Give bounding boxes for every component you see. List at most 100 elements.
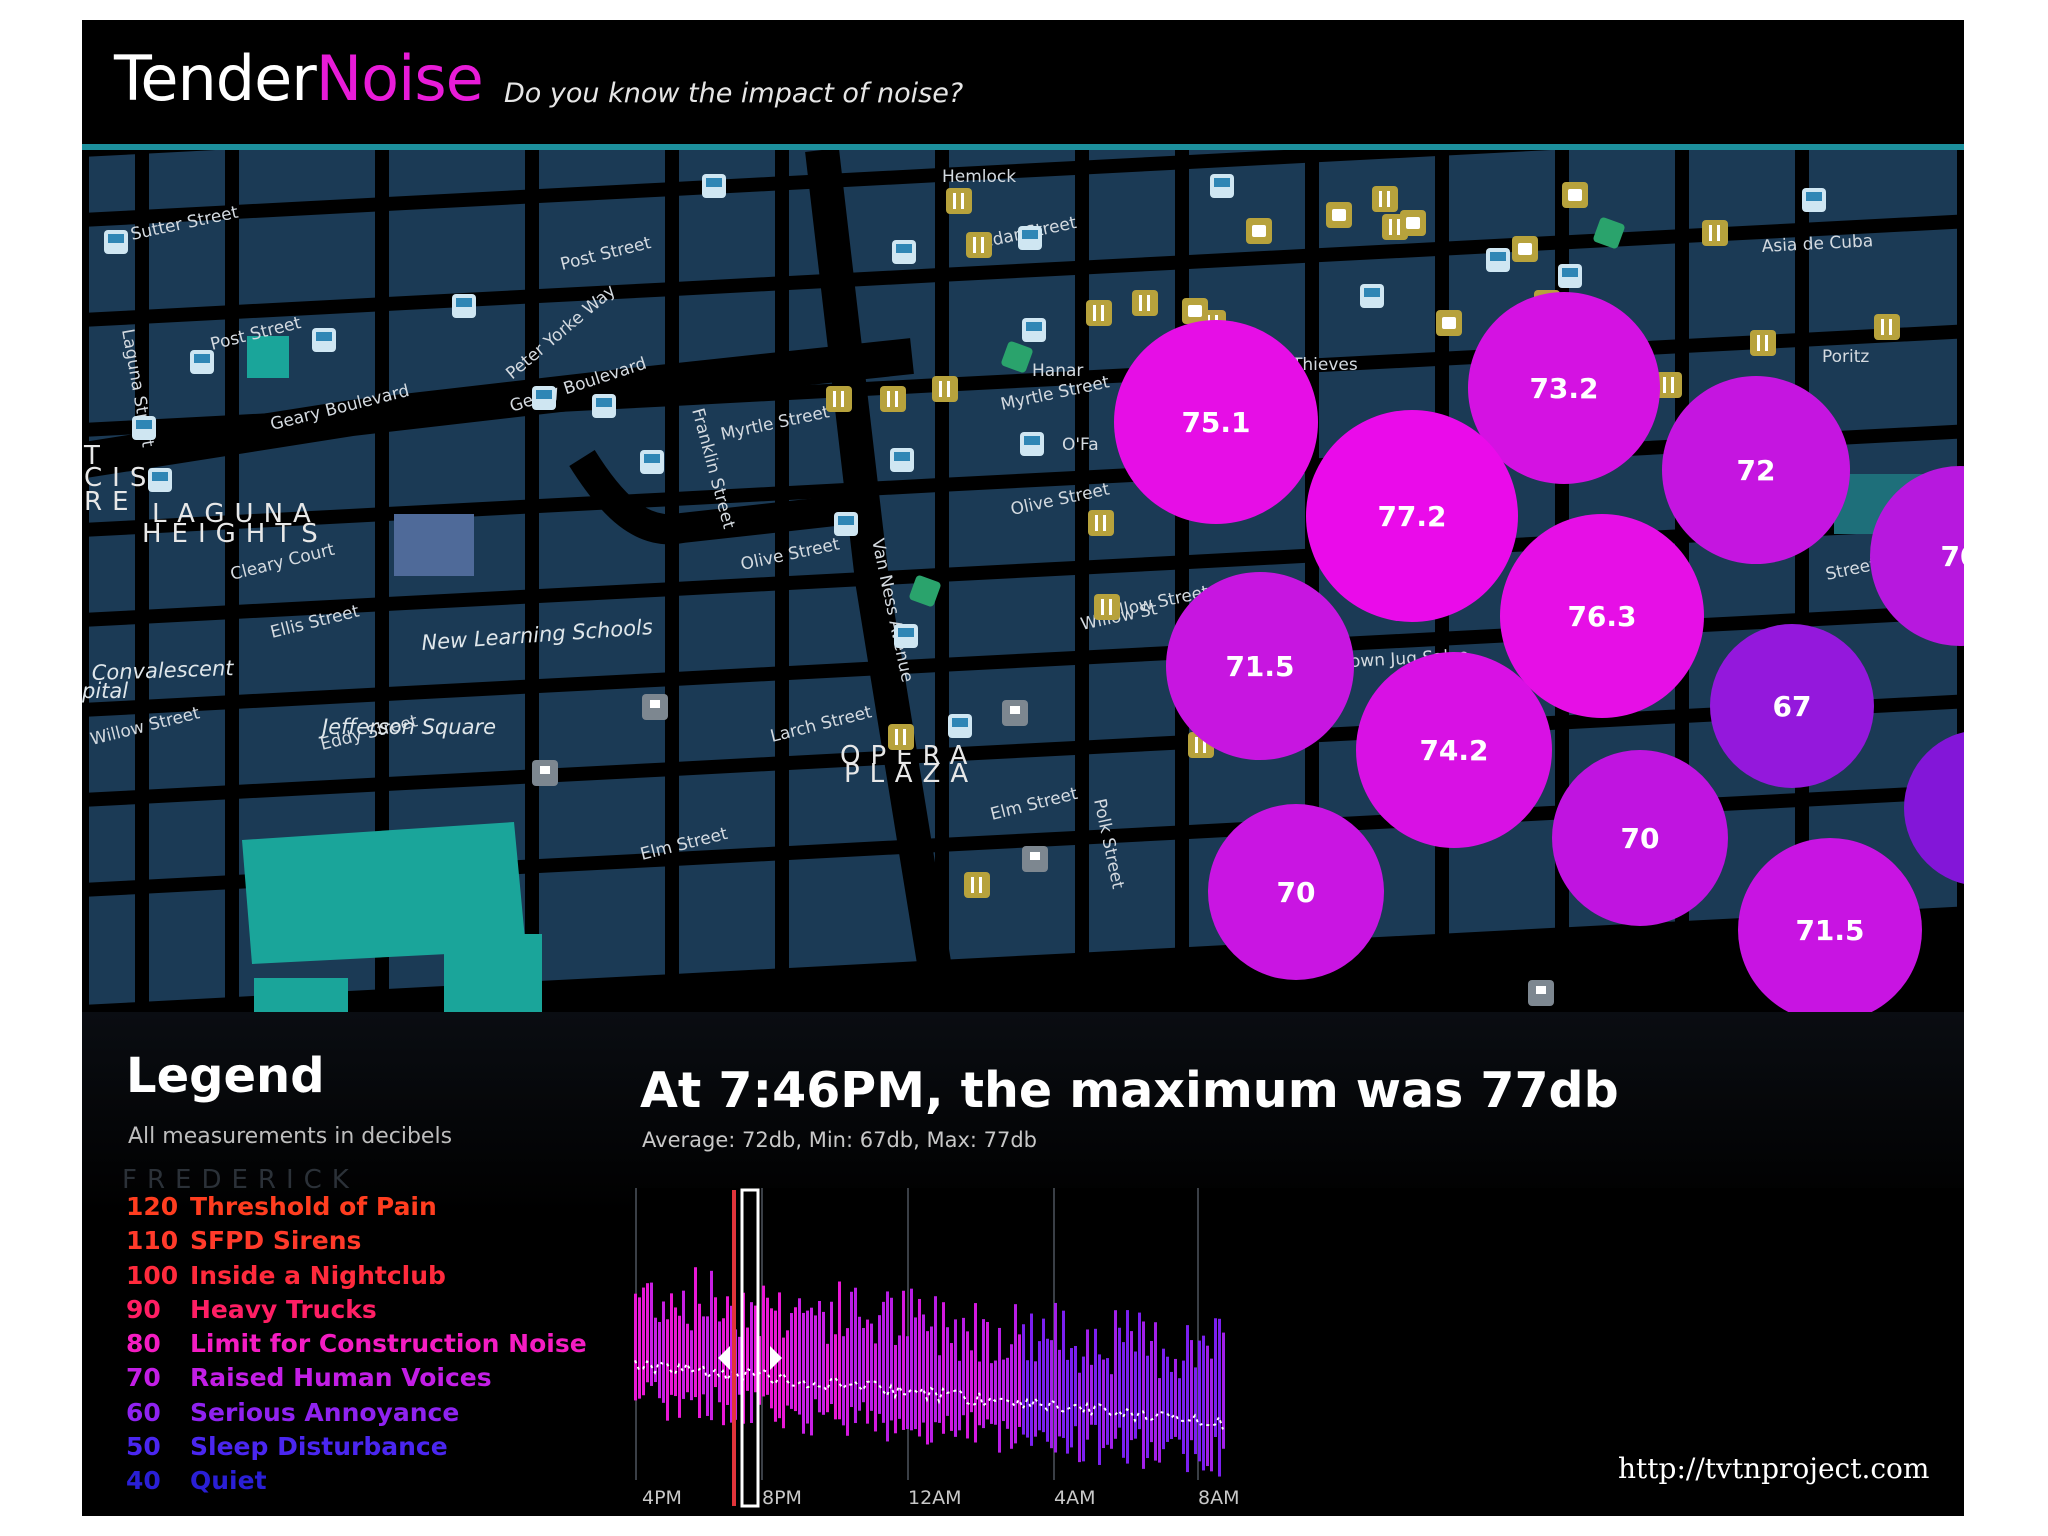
cafe-icon[interactable] [1246, 218, 1272, 244]
restaurant-icon[interactable] [1702, 220, 1728, 246]
restaurant-icon[interactable] [1656, 372, 1682, 398]
noise-value-label: 73.2 [1529, 372, 1598, 405]
bus-stop-icon[interactable] [104, 230, 128, 254]
noise-circle[interactable] [1166, 572, 1354, 760]
noise-map[interactable]: Sutter Street Laguna Street Post Street Pos… [82, 150, 1964, 1012]
noise-measurement[interactable]: 76.3 [1500, 514, 1704, 718]
restaurant-icon[interactable] [880, 386, 906, 412]
bus-stop-icon[interactable] [1486, 248, 1510, 272]
noise-measurement[interactable]: 75.1 [1114, 320, 1318, 524]
cafe-icon[interactable] [1512, 236, 1538, 262]
scrubber-left-arrow-icon[interactable] [718, 1346, 730, 1370]
restaurant-icon[interactable] [826, 386, 852, 412]
noise-circle[interactable] [1552, 750, 1728, 926]
noise-measurement[interactable]: 71.5 [1166, 572, 1354, 760]
noise-circle[interactable] [1870, 466, 1964, 646]
school-icon[interactable] [1022, 846, 1048, 872]
bus-stop-icon[interactable] [132, 416, 156, 440]
bus-stop-icon[interactable] [892, 240, 916, 264]
bus-stop-icon[interactable] [894, 624, 918, 648]
noise-measurement[interactable]: 72 [1662, 376, 1850, 564]
cafe-icon[interactable] [1182, 298, 1208, 324]
school-icon[interactable] [1528, 980, 1554, 1006]
restaurant-icon[interactable] [966, 232, 992, 258]
bus-stop-icon[interactable] [148, 468, 172, 492]
noise-measurement[interactable]: 70 [1552, 750, 1728, 926]
bus-stop-icon[interactable] [1802, 188, 1826, 212]
bus-stop-icon[interactable] [1558, 264, 1582, 288]
noise-measurement[interactable]: 71.5 [1738, 838, 1922, 1012]
bus-stop-icon[interactable] [1210, 174, 1234, 198]
source-url[interactable]: http://tvtnproject.com [1618, 1452, 1930, 1485]
city-block [149, 529, 225, 610]
restaurant-icon[interactable] [1750, 330, 1776, 356]
restaurant-icon[interactable] [932, 376, 958, 402]
cafe-icon[interactable] [1436, 310, 1462, 336]
noise-circle[interactable] [1306, 410, 1518, 622]
noise-circle[interactable] [1356, 652, 1552, 848]
bus-stop-icon[interactable] [702, 174, 726, 198]
noise-circle[interactable] [1500, 514, 1704, 718]
info-panel: Legend All measurements in decibels FRED… [82, 1012, 1964, 1516]
restaurant-icon[interactable] [1094, 594, 1120, 620]
school-icon[interactable] [642, 694, 668, 720]
noise-measurement[interactable]: 77.2 [1306, 410, 1518, 622]
bus-stop-icon[interactable] [1018, 226, 1042, 250]
bus-stop-icon[interactable] [890, 448, 914, 472]
restaurant-icon[interactable] [888, 724, 914, 750]
school-icon[interactable] [532, 760, 558, 786]
bus-stop-icon[interactable] [312, 328, 336, 352]
restaurant-icon[interactable] [964, 872, 990, 898]
noise-measurement[interactable]: 70 [1208, 804, 1384, 980]
cafe-icon[interactable] [1326, 202, 1352, 228]
noise-measurements[interactable]: 75.1 73.2 72 77.2 76.3 70 71.5 74.2 67 70 70 71.5 [1114, 292, 1964, 1012]
noise-circle[interactable] [1662, 376, 1850, 564]
noise-measurement[interactable] [1904, 730, 1964, 886]
bus-stop-icon[interactable] [1360, 284, 1384, 308]
park-icon[interactable] [1592, 216, 1625, 249]
noise-sample-bar [646, 1283, 649, 1383]
noise-circle[interactable] [1738, 838, 1922, 1012]
noise-measurement[interactable]: 70 [1870, 466, 1964, 646]
noise-timeline[interactable]: 4PM 8PM 12AM 4AM 8AM [632, 1188, 1964, 1508]
noise-sample-bar [654, 1317, 657, 1383]
noise-circle[interactable] [1114, 320, 1318, 524]
noise-measurement[interactable]: 67 [1710, 624, 1874, 788]
restaurant-icon[interactable] [1088, 510, 1114, 536]
time-scrubber-handle[interactable] [740, 1188, 760, 1508]
scrubber-right-arrow-icon[interactable] [770, 1346, 782, 1370]
restaurant-icon[interactable] [1132, 290, 1158, 316]
park-icon[interactable] [1000, 340, 1033, 373]
noise-sample-bar [1038, 1341, 1041, 1431]
bus-stop-icon[interactable] [1020, 432, 1044, 456]
bus-stop-icon[interactable] [640, 450, 664, 474]
restaurant-icon[interactable] [1372, 186, 1398, 212]
cafe-icon[interactable] [1562, 182, 1588, 208]
restaurant-icon[interactable] [946, 188, 972, 214]
bus-stop-icon[interactable] [592, 394, 616, 418]
school-icon[interactable] [1002, 700, 1028, 726]
noise-circle[interactable] [1904, 730, 1964, 886]
bus-stop-icon[interactable] [452, 294, 476, 318]
noise-sample-bar [678, 1315, 681, 1418]
bus-stop-icon[interactable] [834, 512, 858, 536]
bus-stop-icon[interactable] [532, 386, 556, 410]
noise-sample-bar [690, 1330, 693, 1401]
noise-sample-bar [642, 1287, 645, 1396]
bus-stop-icon[interactable] [1022, 318, 1046, 342]
noise-measurement[interactable]: 74.2 [1356, 652, 1552, 848]
bus-stop-icon[interactable] [948, 714, 972, 738]
noise-circle[interactable] [1208, 804, 1384, 980]
restaurant-icon[interactable] [1086, 300, 1112, 326]
noise-sample-bar [806, 1310, 809, 1424]
city-block [149, 619, 225, 700]
noise-circle[interactable] [1710, 624, 1874, 788]
park-icon[interactable] [908, 574, 941, 607]
cafe-icon[interactable] [1400, 210, 1426, 236]
noise-sample-bar [674, 1307, 677, 1397]
noise-circle[interactable] [1468, 292, 1660, 484]
bus-stop-icon[interactable] [190, 350, 214, 374]
restaurant-icon[interactable] [1874, 314, 1900, 340]
noise-measurement[interactable]: 73.2 [1468, 292, 1660, 484]
